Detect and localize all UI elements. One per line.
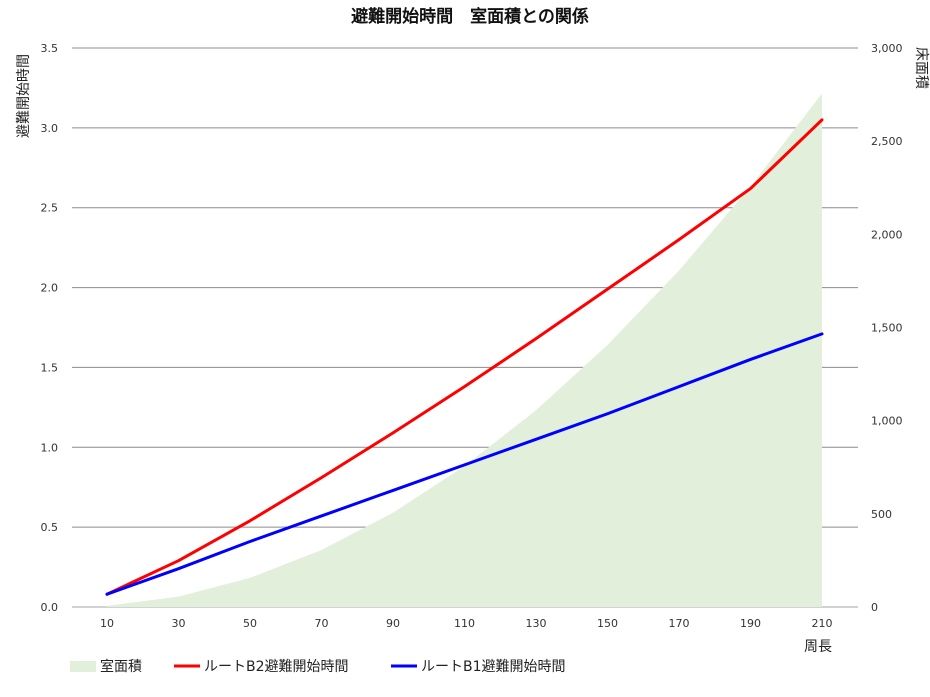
y-left-tick-label: 0.5: [41, 521, 59, 534]
legend-label: ルートB1避難開始時間: [421, 659, 566, 675]
legend-label: 室面積: [100, 658, 142, 675]
x-tick-label: 30: [172, 617, 186, 630]
line-layer: [105, 118, 824, 596]
x-axis-title: 周長: [804, 639, 832, 655]
x-tick-label: 110: [454, 617, 475, 630]
line-series-route-b2: [105, 118, 824, 596]
line-series-route-b1: [105, 332, 824, 596]
y-left-axis-title: 避難開始時間: [16, 54, 32, 138]
x-tick-label: 130: [526, 617, 547, 630]
y-right-tick-label: 3,000: [871, 42, 903, 55]
x-tick-label: 90: [386, 617, 400, 630]
y-right-tick-label: 0: [871, 601, 878, 614]
x-tick-label: 190: [740, 617, 761, 630]
legend: 室面積 ルートB2避難開始時間 ルートB1避難開始時間: [70, 658, 566, 675]
legend-label: ルートB2避難開始時間: [204, 659, 349, 675]
x-tick-label: 10: [100, 617, 114, 630]
y-left-tick-label: 2.0: [41, 282, 59, 295]
y-left-tick-label: 3.5: [41, 42, 59, 55]
x-tick-labels: 10 30 50 70 90 110 130 150 170 190 210: [100, 617, 833, 630]
y-left-tick-label: 3.0: [41, 122, 59, 135]
x-tick-label: 150: [597, 617, 618, 630]
x-tick-label: 70: [315, 617, 329, 630]
y-left-tick-label: 1.5: [41, 361, 59, 374]
y-left-tick-label: 0.0: [41, 601, 59, 614]
y-right-tick-label: 1,000: [871, 415, 903, 428]
x-tick-label: 210: [812, 617, 833, 630]
y-right-tick-labels: 0 500 1,000 1,500 2,000 2,500 3,000: [871, 42, 903, 614]
y-right-tick-label: 1,500: [871, 322, 903, 335]
y-left-tick-labels: 0.0 0.5 1.0 1.5 2.0 2.5 3.0 3.5: [41, 42, 59, 614]
area-series-floor-area: [107, 93, 822, 607]
y-right-tick-label: 500: [871, 508, 892, 521]
x-tick-label: 50: [243, 617, 257, 630]
y-left-tick-label: 2.5: [41, 202, 59, 215]
area-layer: [107, 93, 822, 607]
y-right-axis-title: 床面積: [913, 47, 929, 89]
x-tick-label: 170: [669, 617, 690, 630]
y-right-tick-label: 2,500: [871, 135, 903, 148]
y-right-tick-label: 2,000: [871, 228, 903, 241]
chart-title: 避難開始時間 室面積との関係: [351, 6, 589, 27]
gridlines: [72, 47, 858, 608]
y-left-tick-label: 1.0: [41, 441, 59, 454]
legend-swatch-floor-area: [70, 661, 96, 672]
